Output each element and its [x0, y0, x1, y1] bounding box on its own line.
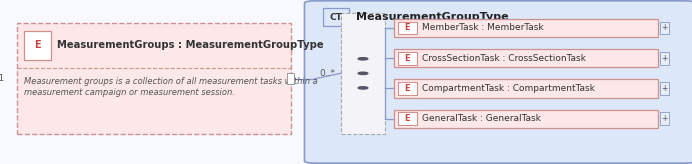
Text: +: +	[662, 54, 668, 63]
Bar	[660, 21, 669, 34]
Bar	[398, 113, 417, 125]
FancyBboxPatch shape	[304, 1, 692, 163]
Text: E: E	[405, 84, 410, 93]
Text: MeasurementGroupType: MeasurementGroupType	[356, 12, 509, 22]
Circle shape	[358, 72, 368, 74]
Circle shape	[358, 87, 368, 89]
Bar	[394, 110, 658, 128]
Bar	[660, 82, 669, 95]
Text: MeasurementGroups : MeasurementGroupType: MeasurementGroups : MeasurementGroupType	[57, 40, 323, 50]
Text: GeneralTask : GeneralTask: GeneralTask : GeneralTask	[422, 114, 540, 123]
Bar	[24, 31, 51, 60]
Text: E: E	[405, 23, 410, 32]
Text: +: +	[662, 23, 668, 32]
Text: MemberTask : MemberTask: MemberTask : MemberTask	[422, 23, 543, 32]
Text: E: E	[34, 40, 41, 50]
Text: CompartmentTask : CompartmentTask: CompartmentTask : CompartmentTask	[422, 84, 594, 93]
Circle shape	[358, 58, 368, 60]
Text: E: E	[405, 114, 410, 123]
Bar	[660, 52, 669, 65]
Bar	[287, 73, 294, 84]
Bar	[323, 8, 349, 26]
Bar	[398, 21, 417, 34]
Text: CrossSectionTask : CrossSectionTask: CrossSectionTask : CrossSectionTask	[422, 54, 585, 63]
Text: CT: CT	[330, 13, 343, 22]
Bar	[398, 52, 417, 65]
Text: +: +	[662, 114, 668, 123]
Bar	[17, 23, 291, 134]
Bar	[394, 79, 658, 98]
Text: E: E	[405, 54, 410, 63]
Bar	[394, 49, 658, 67]
Text: +: +	[662, 84, 668, 93]
Text: 0..*: 0..*	[319, 69, 335, 78]
Bar	[660, 113, 669, 125]
Bar	[394, 19, 658, 37]
Bar	[398, 82, 417, 95]
Text: 0..1: 0..1	[0, 74, 5, 83]
Bar	[340, 13, 385, 134]
Text: Measurement groups is a collection of all measurement tasks within a
measurement: Measurement groups is a collection of al…	[24, 77, 318, 97]
